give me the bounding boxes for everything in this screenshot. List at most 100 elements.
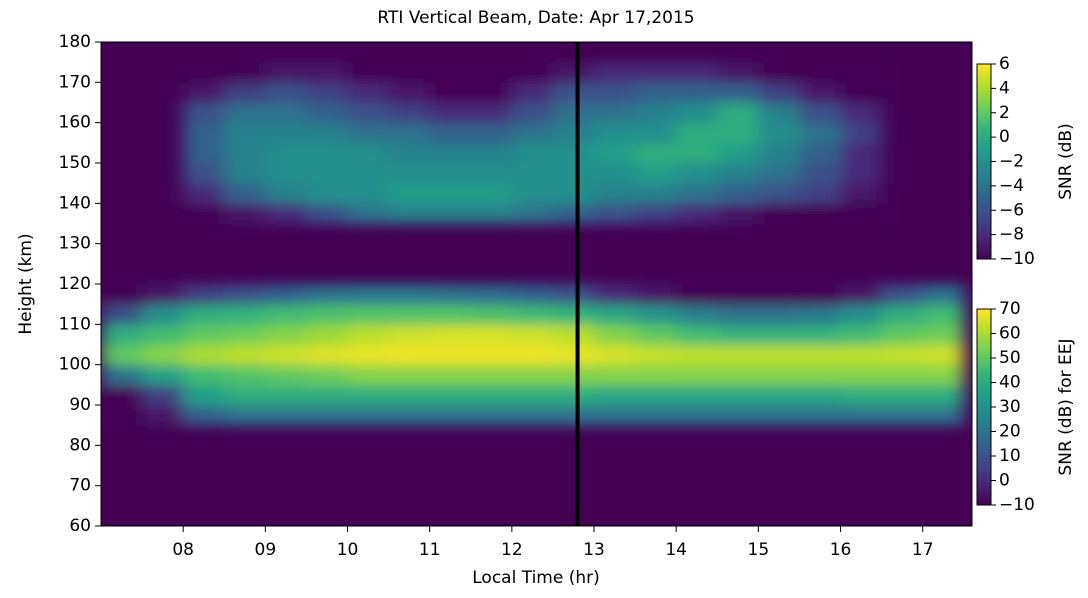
y-tick-label: 130 bbox=[59, 234, 91, 254]
heatmap-cell bbox=[511, 324, 554, 345]
heatmap-cell bbox=[265, 364, 307, 386]
heatmap-cell bbox=[306, 364, 349, 386]
x-tick-label: 12 bbox=[501, 540, 523, 560]
colorbar-tick-label: 50 bbox=[999, 348, 1021, 368]
heatmap-cell bbox=[511, 284, 554, 305]
heatmap-cell bbox=[594, 405, 636, 426]
heatmap-cell bbox=[552, 163, 595, 184]
heatmap-cell bbox=[758, 384, 800, 406]
heatmap-cell bbox=[676, 405, 718, 426]
heatmap-cell bbox=[840, 304, 883, 325]
heatmap-cell bbox=[552, 122, 595, 144]
heatmap-cell bbox=[676, 102, 718, 124]
heatmap-cell bbox=[183, 62, 225, 83]
heatmap-cell bbox=[224, 122, 266, 144]
heatmap-cell bbox=[429, 304, 472, 325]
heatmap-cell bbox=[429, 284, 472, 305]
heatmap-cell bbox=[224, 62, 266, 83]
heatmap-cell bbox=[635, 163, 677, 184]
heatmap-cell bbox=[717, 405, 759, 426]
x-tick-label: 13 bbox=[583, 540, 605, 560]
heatmap-cell bbox=[265, 384, 307, 406]
heatmap-cell bbox=[799, 284, 842, 305]
heatmap-cell bbox=[594, 142, 636, 164]
y-tick-label: 110 bbox=[59, 314, 91, 334]
heatmap-cell bbox=[347, 405, 390, 426]
heatmap-cell bbox=[717, 324, 759, 345]
heatmap-cell bbox=[101, 344, 143, 366]
heatmap-cell bbox=[224, 324, 266, 345]
heatmap-cell bbox=[840, 405, 883, 426]
colorbar-tick-label: 6 bbox=[999, 54, 1010, 74]
heatmap-cell bbox=[470, 203, 513, 224]
colorbar-label: SNR (dB) bbox=[1056, 123, 1076, 199]
heatmap-cell bbox=[265, 102, 307, 124]
colorbar-tick-label: −10 bbox=[999, 249, 1035, 269]
heatmap-cell bbox=[717, 82, 759, 103]
heatmap-cell bbox=[511, 344, 554, 366]
heatmap-cell bbox=[511, 62, 554, 83]
heatmap-cell bbox=[265, 203, 307, 224]
heatmap-cell bbox=[758, 284, 800, 305]
heatmap-cell bbox=[840, 82, 883, 103]
heatmap-cell bbox=[758, 183, 800, 204]
heatmap-cell bbox=[470, 384, 513, 406]
heatmap-cell bbox=[758, 405, 800, 426]
heatmap-cell bbox=[306, 304, 349, 325]
heatmap-cell bbox=[306, 384, 349, 406]
y-tick-label: 100 bbox=[59, 355, 91, 375]
colorbar-tick-label: 30 bbox=[999, 397, 1021, 417]
heatmap-cell bbox=[717, 364, 759, 386]
heatmap-cell bbox=[717, 142, 759, 164]
heatmap-cell bbox=[306, 203, 349, 224]
heatmap-cell bbox=[922, 344, 965, 366]
heatmap-cell bbox=[265, 284, 307, 305]
heatmap-cell bbox=[922, 384, 965, 406]
heatmap-cell bbox=[224, 284, 266, 305]
heatmap-cell bbox=[799, 183, 842, 204]
colorbar bbox=[976, 308, 992, 506]
heatmap-cell bbox=[470, 102, 513, 124]
heatmap-cell bbox=[224, 364, 266, 386]
heatmap-cell bbox=[511, 384, 554, 406]
heatmap-cell bbox=[183, 102, 225, 124]
heatmap-cell bbox=[511, 122, 554, 144]
heatmap-cell bbox=[840, 344, 883, 366]
heatmap-cell bbox=[101, 284, 143, 305]
heatmap-cell bbox=[635, 183, 677, 204]
heatmap-cell bbox=[265, 183, 307, 204]
heatmap-cell bbox=[758, 304, 800, 325]
heatmap-cell bbox=[429, 82, 472, 103]
heatmap-cell bbox=[840, 102, 883, 124]
heatmap-cell bbox=[552, 324, 595, 345]
heatmap-cell bbox=[511, 405, 554, 426]
heatmap-cell bbox=[552, 82, 595, 103]
heatmap-cell bbox=[594, 203, 636, 224]
heatmap-cell bbox=[470, 142, 513, 164]
heatmap-cell bbox=[881, 364, 924, 386]
heatmap-cell bbox=[388, 163, 431, 184]
colorbar-tick-label: 10 bbox=[999, 446, 1021, 466]
x-tick-label: 08 bbox=[172, 540, 194, 560]
heatmap-cell bbox=[183, 344, 225, 366]
heatmap-cell bbox=[758, 122, 800, 144]
heatmap-cell bbox=[183, 364, 225, 386]
heatmap-cell bbox=[101, 384, 143, 406]
heatmap-cell bbox=[429, 203, 472, 224]
x-axis-label: Local Time (hr) bbox=[472, 568, 600, 588]
heatmap-cell bbox=[552, 142, 595, 164]
y-tick-label: 140 bbox=[59, 193, 91, 213]
heatmap-cell bbox=[717, 163, 759, 184]
heatmap-cell bbox=[224, 344, 266, 366]
heatmap-cell bbox=[635, 62, 677, 83]
heatmap-cell bbox=[429, 102, 472, 124]
heatmap-cell bbox=[265, 62, 307, 83]
x-tick-label: 10 bbox=[337, 540, 359, 560]
heatmap-cell bbox=[388, 142, 431, 164]
heatmap-cell bbox=[101, 304, 143, 325]
heatmap-cell bbox=[142, 344, 184, 366]
heatmap-cell bbox=[676, 304, 718, 325]
colorbar-tick-label: −2 bbox=[999, 152, 1024, 172]
heatmap-cell bbox=[594, 304, 636, 325]
